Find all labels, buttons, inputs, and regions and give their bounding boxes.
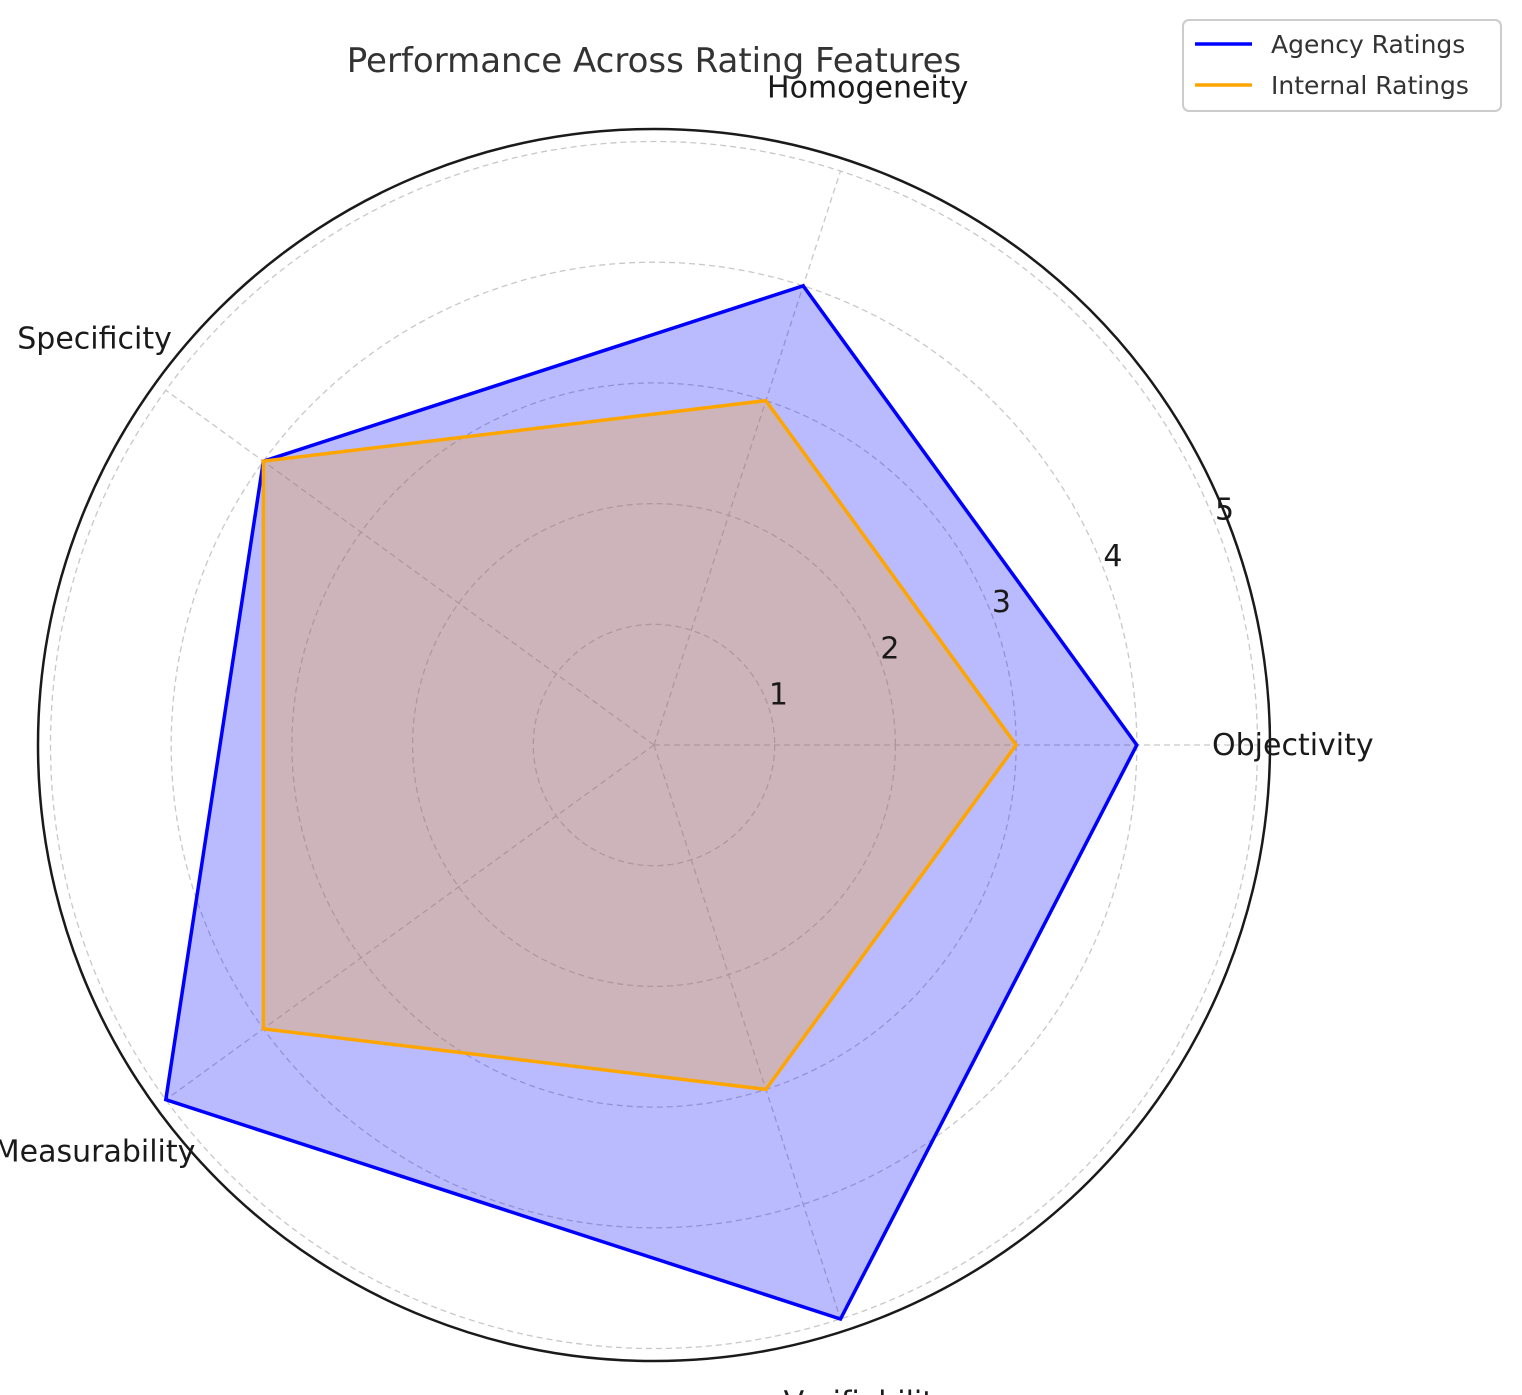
axis-labels: Objectivity Homogeneity Specificity Measura… [0, 70, 1374, 1395]
legend-frame [1182, 19, 1502, 112]
series-line-internal-ratings [261, 398, 1019, 1092]
category-label-objectivity: Objectivity [1212, 728, 1374, 763]
category-label-specificity: Specificity [17, 322, 172, 357]
radial-tick-1: 1 [769, 677, 788, 712]
chart-title: Performance Across Rating Features [347, 41, 962, 81]
radar-outer-frame [36, 127, 1272, 1363]
legend-label-agency: Agency Ratings [1271, 30, 1465, 59]
category-label-measurability: Measurability [0, 1134, 195, 1169]
legend-label-internal: Internal Ratings [1271, 71, 1469, 100]
series-line-agency-ratings [163, 283, 1139, 1322]
spoke-verifiability [653, 744, 842, 1320]
category-label-homogeneity: Homogeneity [767, 70, 968, 105]
spoke-specificity [165, 389, 655, 746]
radial-tick-5: 5 [1215, 493, 1234, 528]
legend: Agency Ratings Internal Ratings [1182, 19, 1502, 112]
spoke-measurability [165, 744, 655, 1101]
spoke-homogeneity [653, 170, 842, 746]
category-label-verifiability: Verifiability [784, 1386, 952, 1395]
radial-tick-2: 2 [880, 631, 899, 666]
series-fill-agency-ratings [165, 285, 1137, 1319]
radial-tick-4: 4 [1103, 539, 1122, 574]
radial-tick-3: 3 [992, 585, 1011, 620]
series-layer [163, 283, 1139, 1322]
series-fill-internal-ratings [263, 400, 1017, 1090]
